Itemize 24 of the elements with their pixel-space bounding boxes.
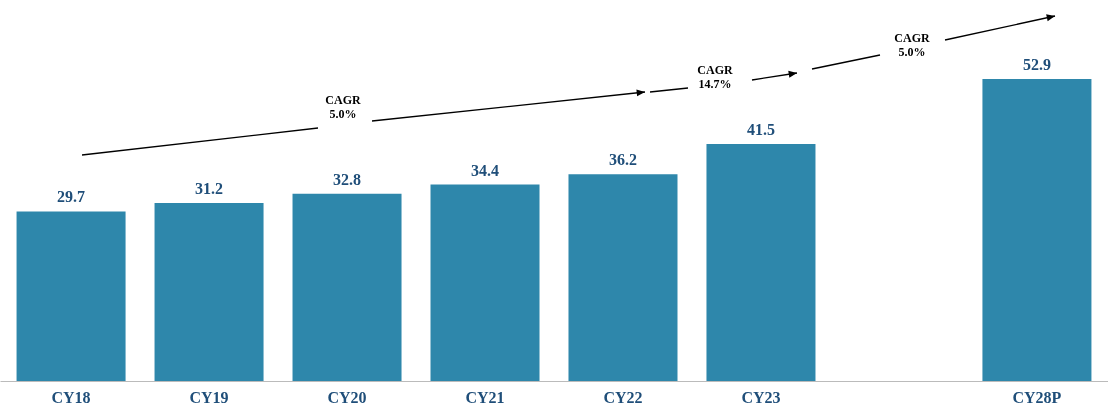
- x-tick-label: CY19: [189, 388, 229, 406]
- data-label: 31.2: [195, 179, 224, 197]
- bar: [16, 211, 126, 381]
- bar: [154, 202, 264, 381]
- text: CAGR 5.0%: [894, 31, 930, 59]
- x-tick-label: CY22: [603, 388, 643, 406]
- data-label: 41.5: [746, 121, 775, 139]
- data-label: 32.8: [333, 170, 362, 188]
- bar: [706, 144, 816, 381]
- annotation: CAGR 14.7%: [697, 63, 733, 91]
- data-label: 34.4: [471, 161, 500, 179]
- data-label: 36.2: [608, 151, 637, 169]
- x-tick-label: CY23: [741, 388, 781, 406]
- annotation: CAGR 5.0%: [325, 93, 361, 121]
- x-tick-label: CY28P: [1012, 388, 1062, 406]
- x-tick-label: CY18: [51, 388, 91, 406]
- x-tick-label: CY20: [327, 388, 367, 406]
- x-tick-label: CY21: [465, 388, 505, 406]
- bar: [982, 78, 1092, 381]
- bar: [430, 184, 540, 381]
- data-label: 52.9: [1022, 55, 1051, 73]
- data-label: 29.7: [57, 188, 86, 206]
- bar: [568, 174, 678, 381]
- bar: [292, 193, 402, 381]
